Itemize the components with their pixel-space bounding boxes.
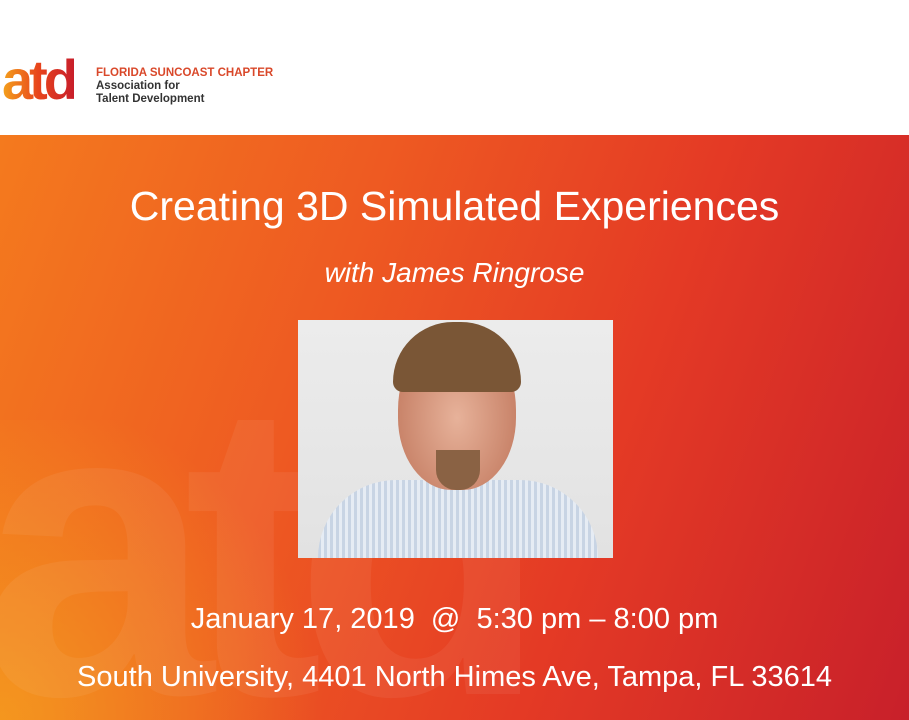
speaker-photo [298, 320, 613, 558]
event-title: Creating 3D Simulated Experiences [129, 183, 780, 229]
logo-text: FLORIDA SUNCOAST CHAPTER Association for… [96, 67, 273, 106]
photo-beard [436, 450, 480, 490]
atd-logo: atd FLORIDA SUNCOAST CHAPTER Association… [2, 52, 282, 112]
event-subtitle: with James Ringrose [324, 257, 585, 288]
event-venue: South University, 4401 North Himes Ave, … [77, 661, 832, 693]
photo-shirt [318, 480, 598, 558]
logo-chapter: FLORIDA SUNCOAST CHAPTER [96, 67, 274, 79]
header: atd FLORIDA SUNCOAST CHAPTER Association… [0, 0, 909, 135]
event-banner: atd Creating 3D Simulated Experiences wi… [0, 135, 909, 720]
event-datetime: January 17, 2019 @ 5:30 pm – 8:00 pm [190, 603, 719, 635]
logo-line1: Association for [96, 80, 180, 92]
photo-hair [393, 322, 521, 392]
logo-mark: atd [2, 48, 78, 111]
logo-line2: Talent Development [96, 93, 205, 105]
